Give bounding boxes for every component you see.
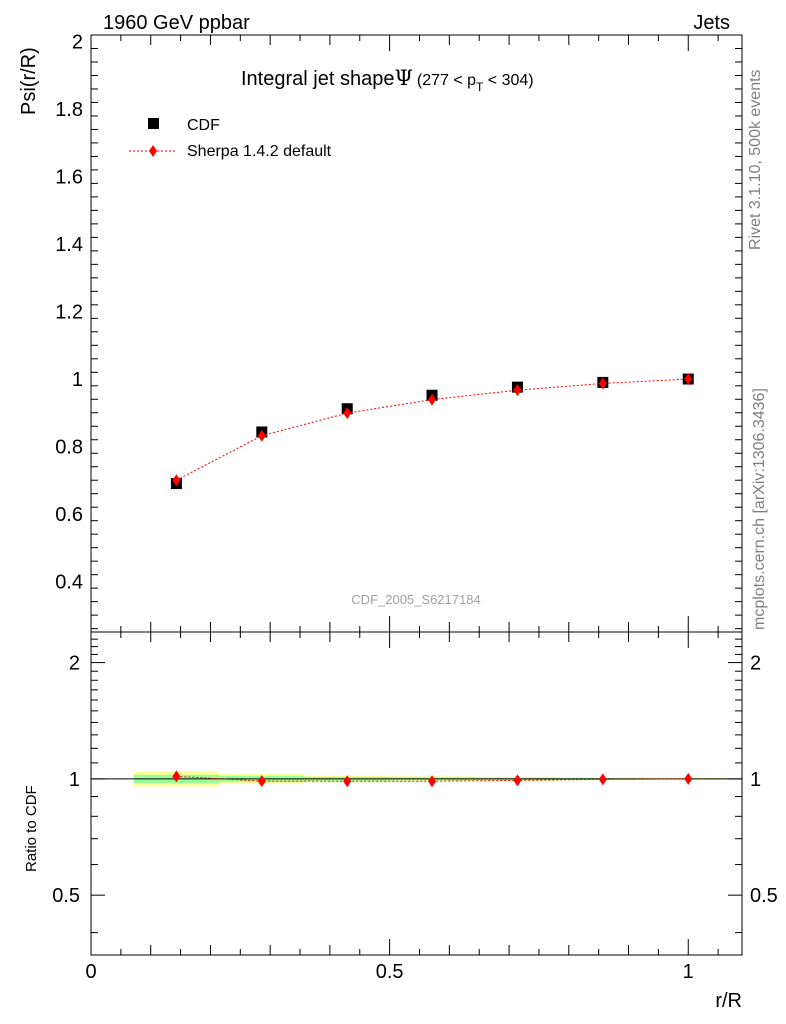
x-axis-label: r/R — [715, 990, 742, 1012]
main-y-axis-label: Psi(r/R) — [18, 47, 40, 115]
main-y-tick-label: 0.4 — [55, 571, 83, 593]
x-tick-label: 1 — [683, 961, 694, 983]
legend-sherpa-label: Sherpa 1.4.2 default — [187, 143, 332, 160]
ratio-sherpa-point — [343, 775, 352, 788]
main-panel: 0.4 0.6 0.8 1 1.2 1.4 1.6 1.8 2 Integral jet sha… — [18, 32, 743, 633]
ratio-sherpa-point — [598, 773, 607, 786]
ratio-y-tick-label: 0.5 — [52, 885, 80, 907]
x-tick-label: 0 — [85, 961, 96, 983]
ratio-sherpa-point — [428, 775, 437, 788]
ratio-frame — [90, 631, 743, 956]
ratio-sherpa-point — [684, 772, 693, 785]
main-title: Integral jet shapeΨ (277 < pT < 304) — [241, 66, 534, 94]
x-tick-labels: 0 0.5 1 — [85, 961, 693, 983]
header-left: 1960 GeV ppbar — [103, 12, 250, 34]
ratio-y-tick-label-right: 2 — [750, 653, 761, 675]
sherpa-point — [684, 373, 693, 386]
sherpa-point — [598, 377, 607, 390]
main-y-tick-label: 1.8 — [55, 99, 83, 121]
legend-sherpa-marker — [149, 145, 157, 157]
ratio-axis-ticks — [90, 632, 742, 955]
main-data-layer — [170, 373, 694, 490]
mcplots-label: mcplots.cern.ch [arXiv:1306.3436] — [751, 388, 768, 630]
main-y-tick-labels: 0.4 0.6 0.8 1 1.2 1.4 1.6 1.8 2 — [55, 32, 83, 594]
ratio-panel: 0.5 0.51 12 2 0 0.5 1 Ratio to CDF r/R — [23, 631, 778, 1012]
main-y-tick-label: 1 — [72, 369, 83, 391]
main-axis-ticks — [90, 35, 742, 632]
sherpa-point — [343, 407, 352, 420]
ratio-y-tick-label: 2 — [69, 653, 80, 675]
sherpa-point — [172, 474, 181, 487]
main-y-tick-label: 1.4 — [55, 234, 83, 256]
ratio-sherpa-point — [172, 770, 181, 783]
analysis-watermark: CDF_2005_S6217184 — [351, 592, 480, 607]
main-y-tick-label: 1.6 — [55, 167, 83, 189]
main-y-tick-label: 1.2 — [55, 302, 83, 324]
ratio-y-tick-labels: 0.5 0.5 1 1 2 2 — [52, 653, 778, 908]
ratio-y-tick-label-right: 1 — [750, 769, 761, 791]
header-right: Jets — [693, 12, 730, 34]
main-y-tick-label: 2 — [72, 32, 83, 54]
legend: CDF Sherpa 1.4.2 default — [129, 117, 332, 160]
x-tick-label: 0.5 — [376, 961, 404, 983]
main-y-tick-label: 0.6 — [55, 504, 83, 526]
main-y-tick-label: 0.8 — [55, 436, 83, 458]
ratio-y-tick-label-right: 0.5 — [750, 885, 778, 907]
ratio-sherpa-point — [513, 774, 522, 787]
ratio-y-tick-label: 1 — [69, 769, 80, 791]
legend-cdf-label: CDF — [187, 117, 220, 134]
ratio-sherpa-point — [257, 775, 266, 788]
rivet-version-label: Rivet 3.1.10, 500k events — [747, 69, 764, 250]
sherpa-point — [513, 384, 522, 397]
legend-cdf-marker — [148, 118, 159, 129]
sherpa-point — [428, 393, 437, 406]
sherpa-point — [257, 429, 266, 442]
ratio-data-layer — [172, 770, 693, 788]
ratio-y-axis-label: Ratio to CDF — [23, 785, 40, 872]
